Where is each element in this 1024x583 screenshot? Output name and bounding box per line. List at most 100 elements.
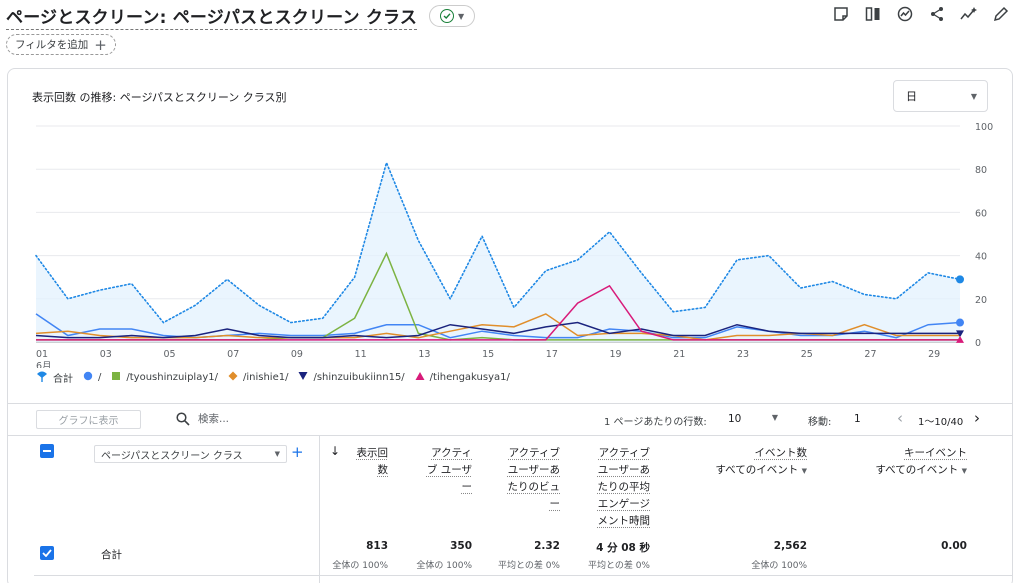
- event-filter-label: すべてのイベント: [715, 464, 799, 476]
- chevron-down-icon: ▼: [801, 467, 807, 475]
- x-tick-label: 05: [163, 349, 175, 360]
- dimension-label: ページパスとスクリーン クラス: [101, 450, 243, 462]
- y-tick-label: 100: [975, 122, 993, 133]
- compare-icon[interactable]: [864, 5, 882, 23]
- divider: [8, 435, 1012, 436]
- column-header-views[interactable]: 表示回 数: [357, 445, 389, 479]
- x-tick-label: 03: [100, 349, 112, 360]
- page-range: 1〜10/40: [918, 417, 964, 428]
- sparkle-trend-icon[interactable]: [960, 5, 978, 23]
- add-filter-button[interactable]: フィルタを追加 +: [6, 34, 116, 55]
- column-header-event-count[interactable]: イベント数 すべてのイベント ▼: [715, 445, 807, 480]
- chart-title: 表示回数 の推移: ページパスとスクリーン クラス別: [32, 91, 287, 104]
- header-line: ブ ユーザ: [426, 464, 472, 476]
- legend-item[interactable]: /inishie1/: [228, 371, 288, 384]
- total-active-users: 350: [450, 540, 472, 552]
- chevron-left-icon[interactable]: ‹: [897, 409, 903, 427]
- key-event-filter-select[interactable]: すべてのイベント ▼: [875, 462, 967, 480]
- search-icon: [176, 411, 190, 430]
- check-circle-icon: [440, 9, 455, 23]
- report-card: [7, 68, 1013, 583]
- sort-descending-icon[interactable]: ↓: [330, 444, 341, 458]
- total-views: 813: [366, 540, 388, 552]
- total-row-checkbox[interactable]: [40, 546, 54, 560]
- legend-item[interactable]: /: [83, 371, 101, 384]
- header-line: たりの平均: [597, 481, 651, 493]
- series-area-total: [36, 162, 960, 342]
- legend-label: 合計: [53, 374, 73, 385]
- legend-label: /shinzuibukiinn15/: [313, 372, 405, 383]
- column-header-active-users[interactable]: アクティ ブ ユーザ ー: [427, 445, 472, 496]
- column-header-avg-engagement[interactable]: アクティブ ユーザーあ たりの平均 エンゲージ メント時間: [598, 445, 651, 530]
- rows-per-page-select[interactable]: 10 ▼: [728, 413, 778, 425]
- x-tick-label: 21: [673, 349, 685, 360]
- x-tick-label: 17: [546, 349, 558, 360]
- plot-rows-button[interactable]: グラフに表示: [36, 410, 141, 429]
- legend-item[interactable]: /shinzuibukiinn15/: [298, 371, 405, 384]
- legend-item[interactable]: /tihengakusya1/: [415, 371, 510, 384]
- total-active-users-share: 全体の 100%: [416, 561, 472, 571]
- total-event-count: 2,562: [773, 540, 807, 552]
- total-views-per-user: 2.32: [534, 540, 560, 552]
- header-line: アクティブ: [598, 447, 650, 459]
- event-filter-select[interactable]: すべてのイベント ▼: [715, 462, 807, 480]
- row-divider: [34, 575, 1012, 576]
- chevron-down-icon: ▼: [771, 413, 778, 422]
- series-end-marker: [956, 330, 964, 338]
- header-line: たりのビュ: [507, 481, 561, 493]
- y-tick-label: 80: [975, 165, 987, 176]
- rows-per-page-label: 1 ページあたりの行数:: [604, 417, 707, 428]
- triangle-down-icon: [298, 371, 308, 384]
- chevron-right-icon[interactable]: ›: [974, 409, 980, 427]
- chart-legend: 合計 / /tyoushinzuiplay1/ /inishie1/ /shinzuib…: [36, 370, 510, 385]
- divider: [8, 403, 1012, 404]
- share-icon[interactable]: [928, 5, 946, 23]
- add-dimension-button[interactable]: +: [291, 443, 304, 461]
- header-line: イベント数: [754, 447, 808, 459]
- y-tick-label: 40: [975, 252, 987, 263]
- column-header-key-events[interactable]: キーイベント すべてのイベント ▼: [875, 445, 967, 480]
- key-event-filter-label: すべてのイベント: [875, 464, 959, 476]
- column-header-views-per-user[interactable]: アクティブ ユーザーあ たりのビュ ー: [508, 445, 561, 513]
- total-key-events: 0.00: [941, 540, 967, 552]
- edit-icon[interactable]: [992, 5, 1010, 23]
- header: ページとスクリーン: ページパスとスクリーン クラス ▼: [6, 0, 476, 32]
- annotation-icon[interactable]: [832, 5, 850, 23]
- dimension-select[interactable]: ページパスとスクリーン クラス ▼: [94, 445, 287, 463]
- y-tick-label: 20: [975, 295, 987, 306]
- x-tick-label: 11: [355, 349, 367, 360]
- legend-item[interactable]: 合計: [36, 370, 73, 385]
- total-views-share: 全体の 100%: [332, 561, 388, 571]
- granularity-select[interactable]: 日 ▼: [893, 80, 988, 112]
- x-tick-label: 25: [801, 349, 813, 360]
- header-line: アクティブ: [508, 447, 560, 459]
- data-quality-status-button[interactable]: ▼: [429, 5, 476, 27]
- data-table: ページパスとスクリーン クラス ▼ + ↓ 表示回 数 アクティ ブ ユーザ ー…: [8, 436, 1012, 583]
- y-tick-label: 0: [975, 338, 981, 349]
- goto-page-input[interactable]: 1: [854, 413, 861, 425]
- x-tick-label: 01: [36, 349, 48, 360]
- x-month-label: 6月: [36, 361, 52, 368]
- header-line: アクティ: [431, 447, 472, 459]
- x-tick-label: 07: [227, 349, 239, 360]
- search-input[interactable]: [198, 409, 498, 429]
- total-views-per-user-diff: 平均との差 0%: [497, 561, 560, 571]
- x-tick-label: 27: [864, 349, 876, 360]
- header-line: 表示回: [356, 447, 389, 459]
- select-all-checkbox[interactable]: [40, 444, 54, 458]
- legend-item[interactable]: /tyoushinzuiplay1/: [111, 371, 218, 384]
- x-tick-label: 13: [418, 349, 430, 360]
- header-line: ユーザーあ: [597, 464, 650, 476]
- goto-label: 移動:: [808, 417, 832, 428]
- insights-icon[interactable]: [896, 5, 914, 23]
- legend-label: /tihengakusya1/: [429, 372, 510, 383]
- series-end-marker: [956, 318, 964, 327]
- tulip-icon: [36, 370, 48, 385]
- series-line-4: [35, 321, 960, 339]
- total-engagement-diff: 平均との差 0%: [587, 561, 650, 571]
- rows-per-page-value: 10: [728, 413, 742, 425]
- x-tick-label: 23: [737, 349, 749, 360]
- circle-icon: [83, 371, 93, 384]
- page-title[interactable]: ページとスクリーン: ページパスとスクリーン クラス: [6, 3, 418, 30]
- granularity-value: 日: [906, 90, 917, 103]
